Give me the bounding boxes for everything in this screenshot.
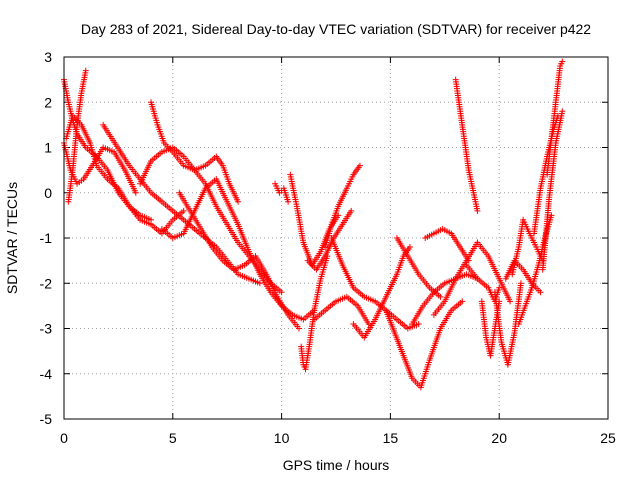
series-arc-12 [298, 253, 331, 373]
series-arc-23 [430, 239, 514, 318]
series-arc-25 [478, 298, 503, 359]
chart-title: Day 283 of 2021, Sidereal Day-to-day VTE… [81, 21, 591, 37]
y-axis-label: SDTVAR / TECUs [4, 182, 20, 294]
x-tick-label: 15 [383, 430, 399, 446]
data-point [437, 293, 444, 300]
series-arc-5 [100, 121, 263, 287]
data-point [459, 298, 466, 305]
data-point [356, 162, 363, 169]
series-arc-31 [539, 108, 566, 273]
data-point [559, 58, 566, 65]
y-tick-label: -5 [40, 411, 53, 427]
series-arc-9 [176, 189, 303, 332]
y-tick-label: -3 [40, 321, 53, 337]
data-point [537, 289, 544, 296]
series-arc-15 [311, 293, 372, 327]
data-point [406, 244, 413, 251]
data-point [474, 207, 481, 214]
data-point [296, 325, 303, 332]
data-point [285, 198, 292, 205]
x-tick-label: 25 [600, 430, 616, 446]
data-point [235, 198, 242, 205]
y-tick-label: 3 [44, 49, 52, 65]
y-tick-label: 0 [44, 185, 52, 201]
series-arc-22 [452, 76, 481, 214]
y-tick-label: 1 [44, 140, 52, 156]
series-arc-3 [65, 67, 89, 205]
series-arc-18 [383, 298, 466, 391]
data-point [132, 189, 139, 196]
series-arc-10 [272, 180, 292, 205]
x-axis-label: GPS time / hours [283, 457, 390, 473]
data-points [61, 58, 566, 391]
series-arc-6 [148, 99, 242, 205]
data-point [348, 207, 355, 214]
tick-labels: 0 5 10 15 20 25 -5 -4 -3 -2 -1 0 1 2 3 [40, 49, 616, 446]
series-arc-17 [350, 244, 413, 341]
x-tick-label: 10 [274, 430, 290, 446]
data-point [496, 284, 503, 291]
y-tick-label: -4 [40, 366, 53, 382]
series-arc-13 [304, 207, 355, 273]
data-point [507, 298, 514, 305]
data-point [278, 289, 285, 296]
plot-frame [63, 56, 609, 420]
data-point [517, 280, 524, 287]
data-point [548, 212, 555, 219]
data-point [256, 280, 263, 287]
y-tick-label: -1 [40, 230, 53, 246]
series-arc-14 [322, 162, 363, 251]
x-tick-label: 20 [491, 430, 507, 446]
series-arc-4 [63, 112, 155, 223]
data-point [415, 320, 422, 327]
data-point [148, 216, 155, 223]
x-tick-label: 5 [169, 430, 177, 446]
data-point [559, 108, 566, 115]
series-arc-20 [393, 235, 444, 300]
y-tick-label: -2 [40, 275, 53, 291]
series-arc-32 [544, 58, 566, 178]
data-point [82, 67, 89, 74]
y-tick-label: 2 [44, 94, 52, 110]
x-tick-label: 0 [60, 430, 68, 446]
data-point [180, 207, 187, 214]
